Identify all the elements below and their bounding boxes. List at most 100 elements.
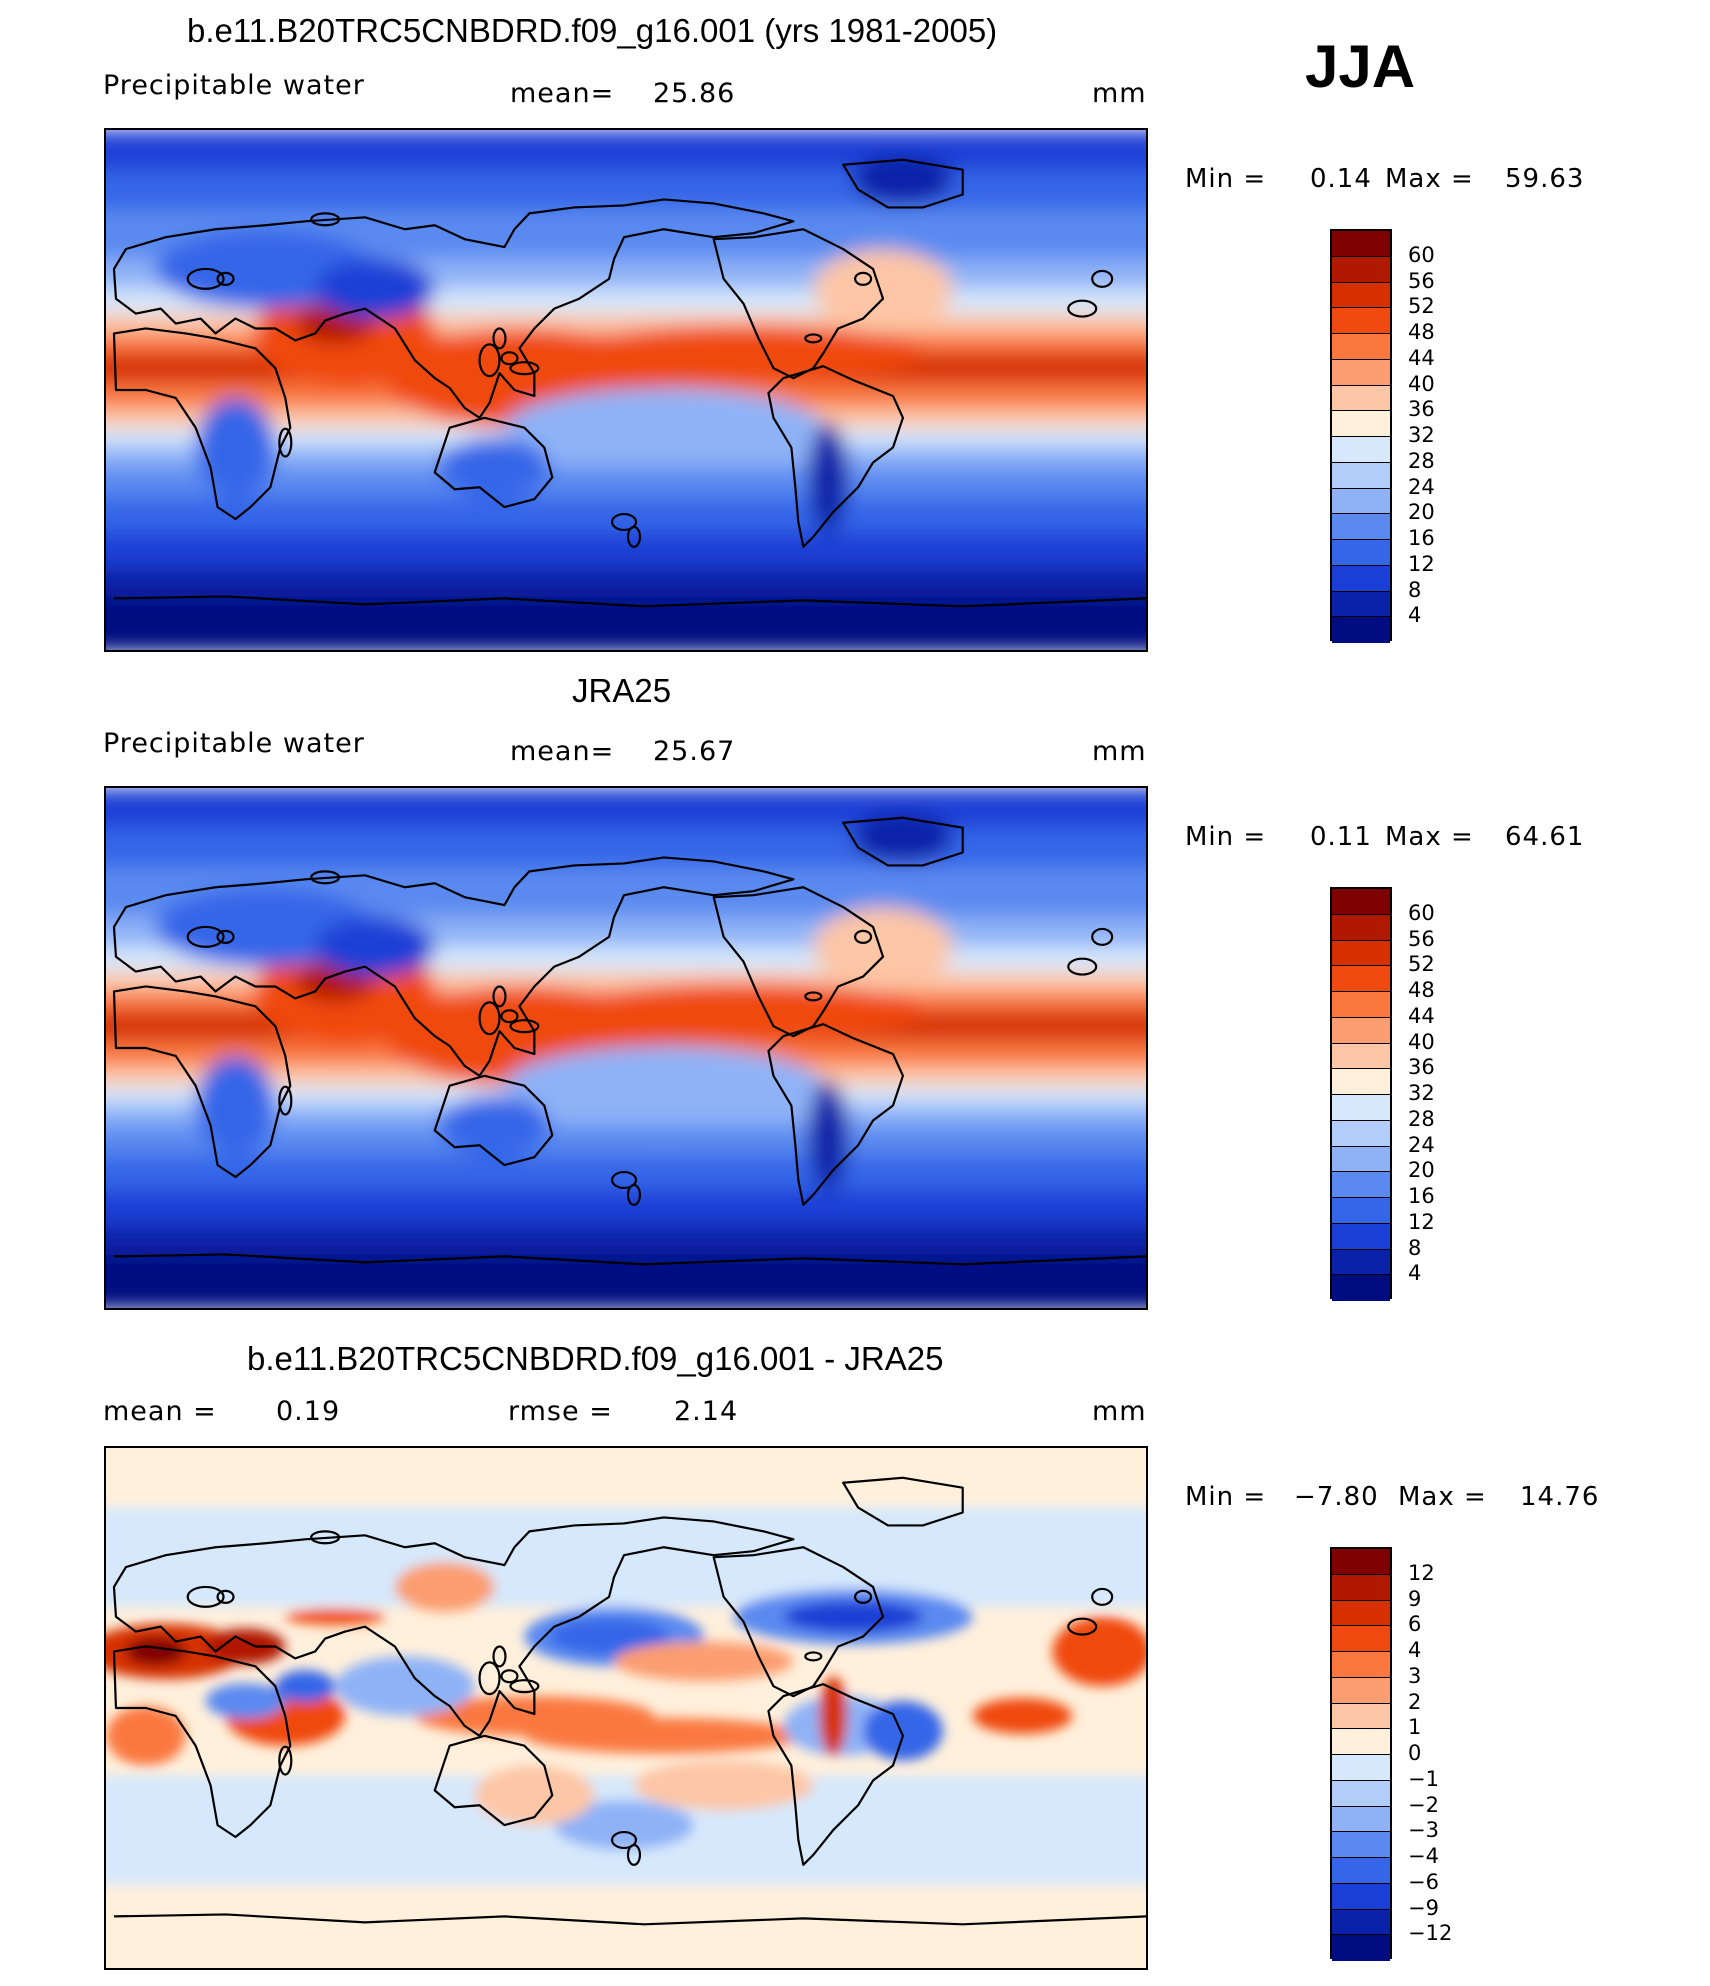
- colorbar-tick-label: 8: [1408, 1235, 1422, 1260]
- panel3-mean-label: mean =: [103, 1396, 217, 1427]
- colorbar-tick-label: −12: [1408, 1921, 1453, 1946]
- colorbar-tick-label: −1: [1408, 1766, 1439, 1791]
- colorbar-swatch: [1332, 1909, 1390, 1936]
- colorbar-tick-label: 32: [1408, 1081, 1435, 1105]
- colorbar-tick-label: 56: [1408, 926, 1435, 951]
- colorbar-tick-label: 20: [1408, 500, 1435, 525]
- panel1-max-value: 59.63: [1505, 164, 1585, 194]
- colorbar-tick-label: 48: [1408, 978, 1435, 1002]
- colorbar-swatch: [1332, 1043, 1390, 1070]
- panel2-mean-value: 25.67: [653, 736, 736, 767]
- colorbar-swatch: [1332, 1574, 1390, 1601]
- colorbar-swatch: [1332, 1600, 1390, 1627]
- colorbar-swatch: [1332, 1249, 1390, 1276]
- colorbar-swatch: [1332, 1729, 1390, 1755]
- colorbar-tick-label: 6: [1408, 1612, 1422, 1637]
- colorbar-swatch: [1332, 1275, 1390, 1301]
- colorbar-swatch: [1332, 1095, 1390, 1121]
- colorbar-tick-label: 2: [1408, 1689, 1422, 1714]
- colorbar-tick-label: 24: [1408, 474, 1435, 499]
- panel3-map: [104, 1446, 1148, 1970]
- colorbar-tick-label: 40: [1408, 1029, 1435, 1054]
- panel3-max-value: 14.76: [1520, 1482, 1600, 1512]
- colorbar-swatch: [1332, 1806, 1390, 1833]
- colorbar-swatch: [1332, 966, 1390, 992]
- colorbar-tick-label: 44: [1408, 345, 1435, 370]
- colorbar-swatch: [1332, 282, 1390, 309]
- season-label: JJA: [1305, 33, 1416, 100]
- panel3-min-value: −7.80: [1294, 1482, 1379, 1512]
- panel2-max-value: 64.61: [1505, 822, 1585, 852]
- colorbar-tick-label: 1: [1408, 1715, 1422, 1740]
- colorbar-tick-label: 36: [1408, 1055, 1435, 1080]
- colorbar-tick-label: 28: [1408, 448, 1435, 473]
- colorbar-tick-label: −3: [1408, 1818, 1439, 1843]
- colorbar-tick-label: −6: [1408, 1869, 1439, 1894]
- colorbar-tick-label: 4: [1408, 603, 1422, 628]
- colorbar-tick-label: −2: [1408, 1792, 1439, 1817]
- panel3-mean-value: 0.19: [276, 1396, 341, 1427]
- colorbar-swatch: [1332, 1146, 1390, 1173]
- panel1-max-label: Max =: [1385, 164, 1474, 194]
- colorbar-tick-label: −4: [1408, 1844, 1439, 1868]
- colorbar-tick-label: 8: [1408, 577, 1422, 602]
- colorbar-tick-label: 52: [1408, 952, 1435, 977]
- colorbar-tick-label: 56: [1408, 268, 1435, 293]
- colorbar-tick-label: 24: [1408, 1132, 1435, 1157]
- panel1-mean-value: 25.86: [653, 78, 736, 109]
- colorbar-tick-label: 48: [1408, 320, 1435, 344]
- panel1-variable: Precipitable water: [103, 70, 365, 101]
- colorbar-swatch: [1332, 1755, 1390, 1781]
- colorbar-swatch: [1332, 591, 1390, 618]
- colorbar-swatch: [1332, 1017, 1390, 1044]
- colorbar-tick-label: 60: [1408, 242, 1435, 267]
- colorbar-tick-label: 4: [1408, 1261, 1422, 1286]
- colorbar-swatch: [1332, 488, 1390, 515]
- colorbar-swatch: [1332, 914, 1390, 941]
- panel2-map: [104, 786, 1148, 1310]
- colorbar-swatch: [1332, 1172, 1390, 1198]
- colorbar-swatch: [1332, 411, 1390, 437]
- colorbar-swatch: [1332, 514, 1390, 540]
- colorbar-swatch: [1332, 992, 1390, 1018]
- colorbar-tick-label: 60: [1408, 900, 1435, 925]
- colorbar-tick-label: 16: [1408, 526, 1435, 550]
- panel3-max-label: Max =: [1398, 1482, 1487, 1512]
- colorbar-swatch: [1332, 385, 1390, 412]
- colorbar-swatch: [1332, 359, 1390, 386]
- colorbar-swatch: [1332, 231, 1390, 257]
- colorbar-tick-label: 44: [1408, 1003, 1435, 1028]
- colorbar-swatch: [1332, 1626, 1390, 1652]
- colorbar-tick-label: 12: [1408, 1560, 1435, 1585]
- panel2-title: JRA25: [572, 672, 672, 709]
- panel1-title: b.e11.B20TRC5CNBDRD.f09_g16.001 (yrs 198…: [187, 12, 998, 49]
- panel3-min-label: Min =: [1185, 1482, 1267, 1512]
- panel2-variable: Precipitable water: [103, 728, 365, 759]
- panel2-colorbar: [1330, 887, 1392, 1301]
- colorbar-swatch: [1332, 617, 1390, 643]
- panel3-rmse-value: 2.14: [674, 1396, 739, 1427]
- panel3-units: mm: [1092, 1396, 1147, 1427]
- panel2-mean-label: mean=: [510, 736, 615, 767]
- colorbar-swatch: [1332, 1780, 1390, 1807]
- colorbar-tick-label: 3: [1408, 1663, 1422, 1688]
- panel1-map: [104, 128, 1148, 652]
- colorbar-swatch: [1332, 540, 1390, 566]
- colorbar-swatch: [1332, 1832, 1390, 1858]
- colorbar-swatch: [1332, 1652, 1390, 1678]
- colorbar-swatch: [1332, 940, 1390, 967]
- panel1-min-value: 0.14: [1310, 164, 1372, 194]
- panel2-max-label: Max =: [1385, 822, 1474, 852]
- colorbar-tick-label: 36: [1408, 397, 1435, 422]
- colorbar-swatch: [1332, 308, 1390, 334]
- panel2-min-value: 0.11: [1310, 822, 1372, 852]
- panel3-rmse-label: rmse =: [508, 1396, 613, 1427]
- panel1-colorbar: [1330, 229, 1392, 643]
- colorbar-tick-label: 52: [1408, 294, 1435, 319]
- colorbar-swatch: [1332, 1883, 1390, 1910]
- colorbar-swatch: [1332, 334, 1390, 360]
- colorbar-swatch: [1332, 1120, 1390, 1147]
- panel3-colorbar: [1330, 1547, 1392, 1961]
- panel1-min-label: Min =: [1185, 164, 1267, 194]
- colorbar-tick-label: 28: [1408, 1106, 1435, 1131]
